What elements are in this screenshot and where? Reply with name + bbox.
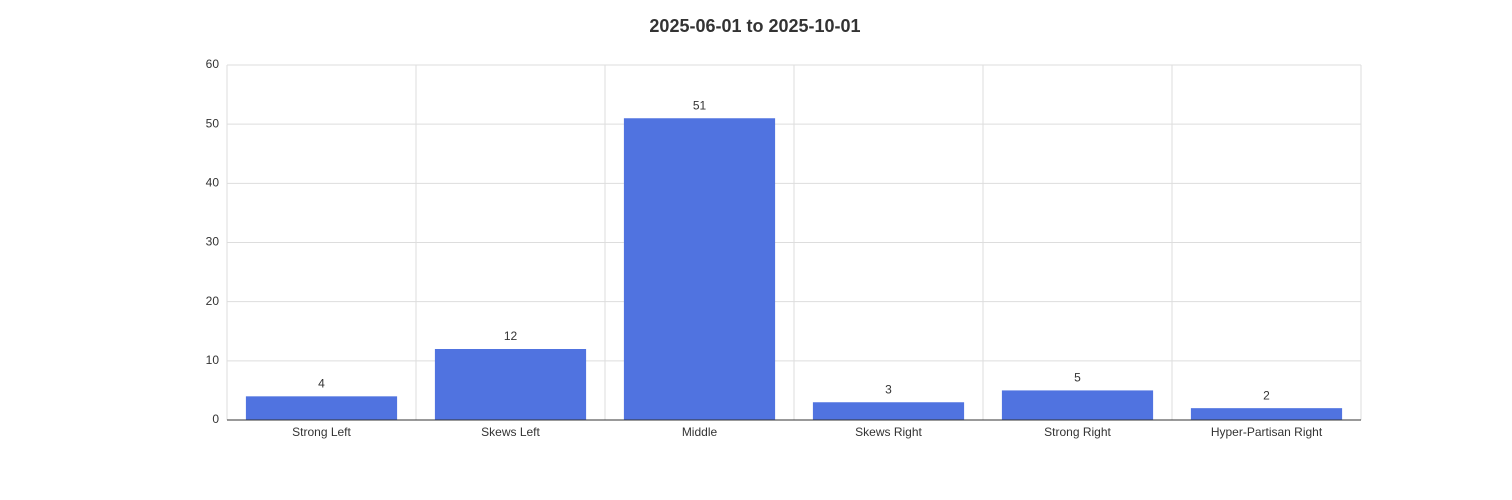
x-tick-label: Strong Right: [1044, 425, 1111, 439]
data-label: 3: [885, 382, 892, 396]
y-tick-label: 50: [206, 116, 220, 130]
data-label: 51: [693, 98, 707, 112]
x-tick-label: Middle: [682, 425, 718, 439]
y-tick-label: 30: [206, 235, 220, 249]
data-label: 4: [318, 377, 325, 391]
bar: [1001, 390, 1154, 420]
bar: [812, 402, 965, 420]
bar: [434, 349, 587, 420]
bar: [245, 396, 398, 420]
data-label: 12: [504, 329, 518, 343]
bar: [623, 118, 776, 420]
x-tick-label: Strong Left: [292, 425, 351, 439]
y-tick-label: 10: [206, 353, 220, 367]
y-tick-label: 60: [206, 57, 220, 71]
chart-title: 2025-06-01 to 2025-10-01: [649, 16, 860, 36]
data-label: 5: [1074, 371, 1081, 385]
y-tick-label: 0: [212, 412, 219, 426]
y-tick-label: 20: [206, 294, 220, 308]
y-tick-label: 40: [206, 176, 220, 190]
data-label: 2: [1263, 388, 1270, 402]
x-tick-label: Hyper-Partisan Right: [1211, 425, 1323, 439]
x-tick-label: Skews Left: [481, 425, 540, 439]
bar: [1190, 408, 1343, 420]
x-tick-label: Skews Right: [855, 425, 922, 439]
